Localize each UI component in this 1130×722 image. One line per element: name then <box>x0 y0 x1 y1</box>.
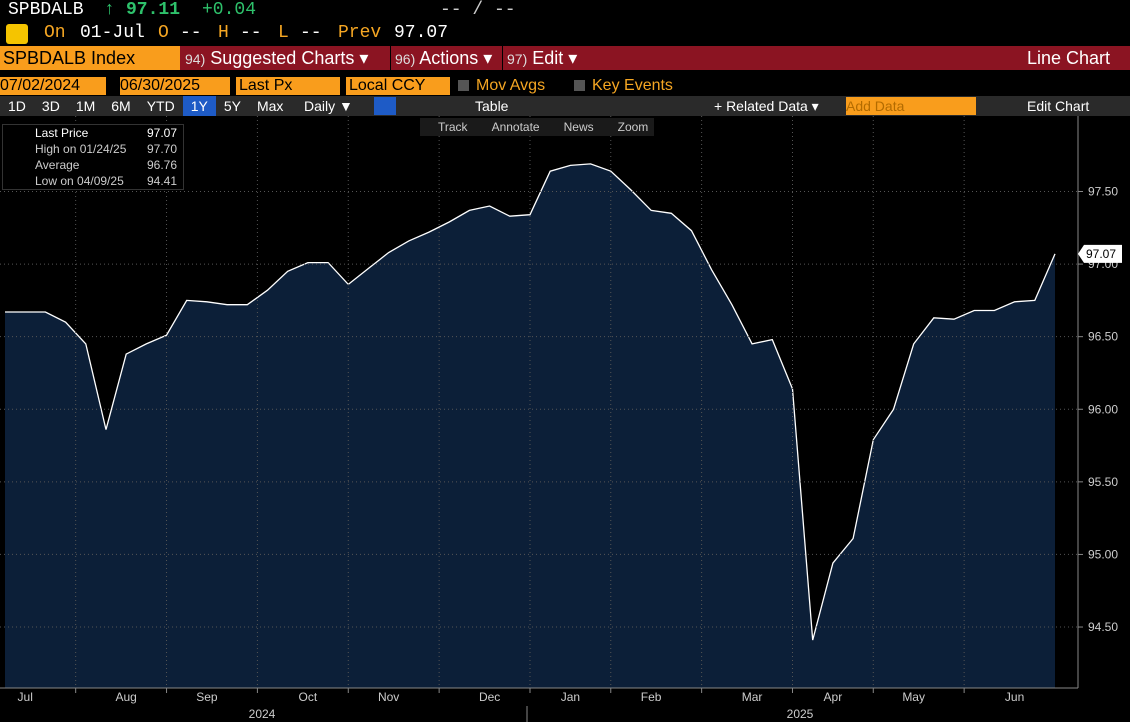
y-tick-label: 95.00 <box>1088 547 1118 561</box>
legend-value: 96.76 <box>146 158 177 172</box>
checkbox[interactable] <box>458 80 469 91</box>
menu-num: 94) <box>185 51 206 67</box>
chart-tool[interactable]: News <box>563 120 594 134</box>
legend-row: Low on 04/09/25 94.41 <box>3 173 183 189</box>
change: +0.04 <box>202 0 257 20</box>
legend-row: Last Price 97.07 <box>3 125 183 141</box>
period-button[interactable]: 5Y <box>223 98 241 114</box>
x-tick-label: Aug <box>115 690 136 704</box>
legend-label: Low on 04/09/25 <box>35 174 124 188</box>
period-button[interactable]: 1D <box>8 98 26 114</box>
add-data[interactable]: Add Data <box>846 97 976 115</box>
table-button[interactable]: Table <box>475 98 509 114</box>
period-button[interactable]: 6M <box>111 98 131 114</box>
low: -- <box>300 23 322 43</box>
legend-box: Last Price 97.07 High on 01/24/25 97.70 Aver… <box>2 124 184 190</box>
prev-label: Prev <box>338 23 382 43</box>
menu-bar <box>0 46 1130 70</box>
x-tick-label: Feb <box>641 690 662 704</box>
price-flag-label: 97.07 <box>1086 247 1116 261</box>
menu-item[interactable]: 96) Actions ▾ <box>390 46 492 70</box>
legend-label: Average <box>35 158 80 172</box>
legend-label: Last Price <box>35 126 89 140</box>
legend-row: High on 01/24/25 97.70 <box>3 141 183 157</box>
y-tick-label: 95.50 <box>1088 475 1118 489</box>
chart-tool[interactable]: Track <box>438 120 468 134</box>
date: 01-Jul <box>80 23 145 43</box>
period-button[interactable]: 1Y <box>182 96 216 116</box>
related-data[interactable]: + Related Data ▾ <box>714 98 819 114</box>
year-label: 2024 <box>249 707 276 721</box>
x-tick-label: Sep <box>196 690 218 704</box>
menu-label: Actions ▾ <box>419 48 493 68</box>
high-label: H <box>218 23 229 43</box>
legend-value: 97.70 <box>146 142 177 156</box>
ticker: SPBDALB <box>8 0 84 20</box>
x-tick-label: Jan <box>561 690 580 704</box>
line <box>5 163 1056 641</box>
menu-label: Edit ▾ <box>532 48 578 68</box>
menu-label: Suggested Charts ▾ <box>210 48 369 68</box>
start-date[interactable]: 07/02/2024 <box>0 77 106 95</box>
period-button[interactable]: 1M <box>75 98 96 114</box>
menu-item[interactable]: 94) Suggested Charts ▾ <box>185 46 368 70</box>
legend-label: High on 01/24/25 <box>35 142 127 156</box>
high: -- <box>240 23 262 43</box>
low-label: L <box>278 23 289 43</box>
currency[interactable]: Local CCY <box>346 77 450 95</box>
period-button[interactable]: YTD <box>146 98 175 114</box>
legend-row: Average 96.76 <box>3 157 183 173</box>
end-date[interactable]: 06/30/2025 <box>120 77 230 95</box>
menu-item[interactable]: 97) Edit ▾ <box>502 46 577 70</box>
checkbox[interactable] <box>574 80 585 91</box>
y-tick-label: 97.50 <box>1088 184 1118 198</box>
chart-tools: Track Annotate News Zoom <box>420 118 655 136</box>
x-tick-label: Dec <box>479 690 500 704</box>
option[interactable]: Mov Avgs <box>476 77 546 94</box>
bid-ask: -- / -- <box>440 0 516 20</box>
x-tick-label: Nov <box>378 690 399 704</box>
alert-icon[interactable] <box>6 24 28 44</box>
arrow: ↑ <box>104 0 115 20</box>
period-button[interactable]: Max <box>256 98 284 114</box>
on-label: On <box>44 23 66 43</box>
y-tick-label: 96.50 <box>1088 330 1118 344</box>
y-tick-label: 96.00 <box>1088 402 1118 416</box>
x-tick-label: May <box>902 690 925 704</box>
x-tick-label: Oct <box>299 690 318 704</box>
period-button[interactable]: 3D <box>41 98 60 114</box>
menu-num: 97) <box>507 51 528 67</box>
frequency[interactable]: Daily ▼ <box>304 98 353 114</box>
option[interactable]: Key Events <box>592 77 673 94</box>
prev: 97.07 <box>394 23 449 43</box>
x-tick-label: Jul <box>18 690 33 704</box>
x-tick-label: Jun <box>1005 690 1024 704</box>
chart-tool[interactable]: Annotate <box>491 120 540 134</box>
price-flag <box>1078 244 1122 263</box>
line-icon[interactable] <box>374 97 396 115</box>
x-tick-label: Mar <box>742 690 763 704</box>
menu-num: 96) <box>395 51 416 67</box>
chart-tool[interactable]: Zoom <box>617 120 649 134</box>
security[interactable]: SPBDALB Index <box>0 46 180 70</box>
x-tick-label: Apr <box>824 690 843 704</box>
legend-value: 94.41 <box>146 174 177 188</box>
y-tick-label: 94.50 <box>1088 620 1118 634</box>
field[interactable]: Last Px <box>236 77 340 95</box>
edit-chart[interactable]: Edit Chart <box>1027 98 1090 114</box>
last-price: 97.11 <box>126 0 181 20</box>
legend-value: 97.07 <box>146 126 177 140</box>
chart-kind: Line Chart <box>1026 48 1110 68</box>
open: -- <box>180 23 202 43</box>
periods: 1D 3D 1M 6M YTD 1Y 5Y Max <box>0 96 291 116</box>
open-label: O <box>158 23 169 43</box>
year-label: 2025 <box>787 707 814 721</box>
